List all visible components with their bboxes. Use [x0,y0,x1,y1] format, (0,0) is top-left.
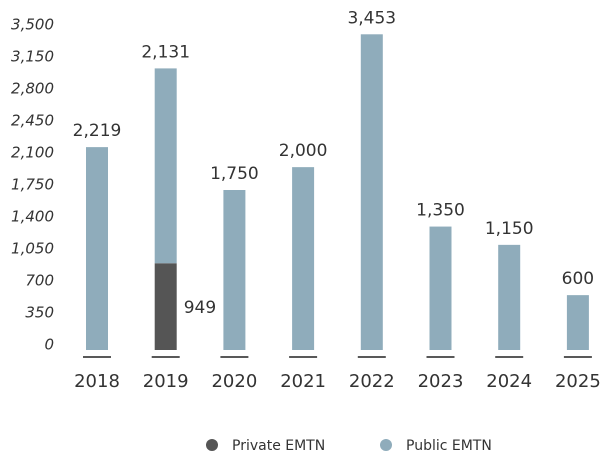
bar-segment [86,147,108,350]
x-tick-label: 2019 [143,371,189,392]
data-label: 1,150 [485,219,534,239]
x-tick-label: 2018 [74,371,120,392]
legend-label: Public EMTN [406,438,492,454]
x-tick-label: 2024 [486,371,532,392]
y-tick-label: 2,450 [11,112,54,130]
y-tick-label: 2,800 [11,80,54,98]
y-tick-label: 0 [44,336,54,354]
bar-segment [566,295,589,350]
data-label: 949 [184,298,216,318]
y-tick-label: 2,100 [11,144,54,162]
x-tick-label: 2022 [349,371,395,392]
x-tick-label: 2025 [555,371,601,392]
y-tick-label: 3,500 [11,16,54,34]
data-label: 2,131 [141,42,190,62]
data-label: 2,219 [73,121,122,141]
y-tick-label: 1,750 [11,176,54,194]
data-label: 2,000 [279,141,328,161]
bar-segment [154,68,177,264]
y-tick-label: 1,050 [11,240,54,258]
data-label: 3,453 [347,8,396,28]
legend-swatch [380,439,392,451]
bar-segment [360,34,383,350]
x-tick-label: 2020 [211,371,257,392]
bar-segment [292,167,315,350]
data-label: 600 [562,269,594,289]
legend-label: Private EMTN [232,438,325,454]
bar-segment [223,190,246,350]
y-tick-label: 3,150 [11,48,54,66]
data-label: 1,350 [416,201,465,221]
y-tick-label: 350 [25,304,54,322]
bar-segment [498,244,521,350]
x-tick-label: 2021 [280,371,326,392]
legend-swatch [206,439,218,451]
bar-segment [429,226,452,350]
y-tick-label: 1,400 [11,208,54,226]
data-label: 1,750 [210,164,259,184]
x-tick-label: 2023 [418,371,464,392]
bar-segment [154,263,177,350]
y-tick-label: 700 [25,272,54,290]
